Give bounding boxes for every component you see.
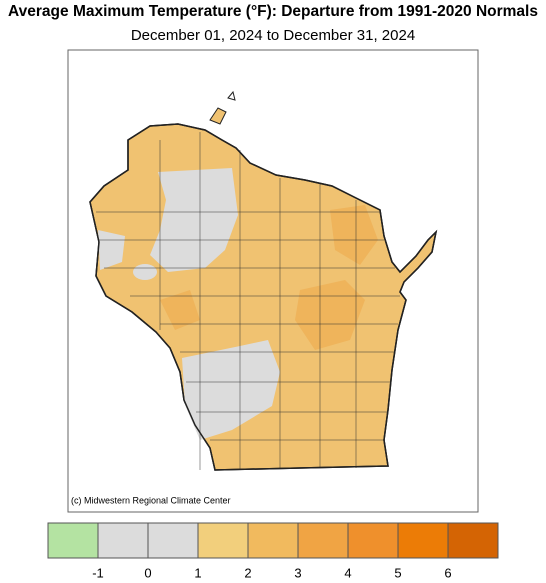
legend-swatch bbox=[297, 522, 349, 559]
subtitle: December 01, 2024 to December 31, 2024 bbox=[131, 27, 415, 44]
legend-tick-label: 5 bbox=[394, 565, 401, 580]
legend-swatch bbox=[47, 522, 99, 559]
legend-swatch bbox=[97, 522, 149, 559]
legend-swatch bbox=[197, 522, 249, 559]
legend-swatch bbox=[397, 522, 449, 559]
legend-tick-label: 4 bbox=[344, 565, 351, 580]
legend-tick-label: 1 bbox=[194, 565, 201, 580]
state-map bbox=[89, 90, 438, 471]
legend-swatch bbox=[347, 522, 399, 559]
credit: (c) Midwestern Regional Climate Center bbox=[71, 495, 231, 505]
legend-swatch bbox=[447, 522, 499, 559]
legend-swatch bbox=[147, 522, 199, 559]
legend-tick-label: 3 bbox=[294, 565, 301, 580]
legend-swatch bbox=[247, 522, 299, 559]
legend-tick-label: -1 bbox=[92, 565, 104, 580]
legend-tick-label: 0 bbox=[144, 565, 151, 580]
legend-tick-label: 6 bbox=[444, 565, 451, 580]
title: Average Maximum Temperature (°F): Depart… bbox=[8, 3, 538, 20]
legend-tick-label: 2 bbox=[244, 565, 251, 580]
legend: -1 0 1 2 3 4 5 6 bbox=[47, 522, 499, 580]
